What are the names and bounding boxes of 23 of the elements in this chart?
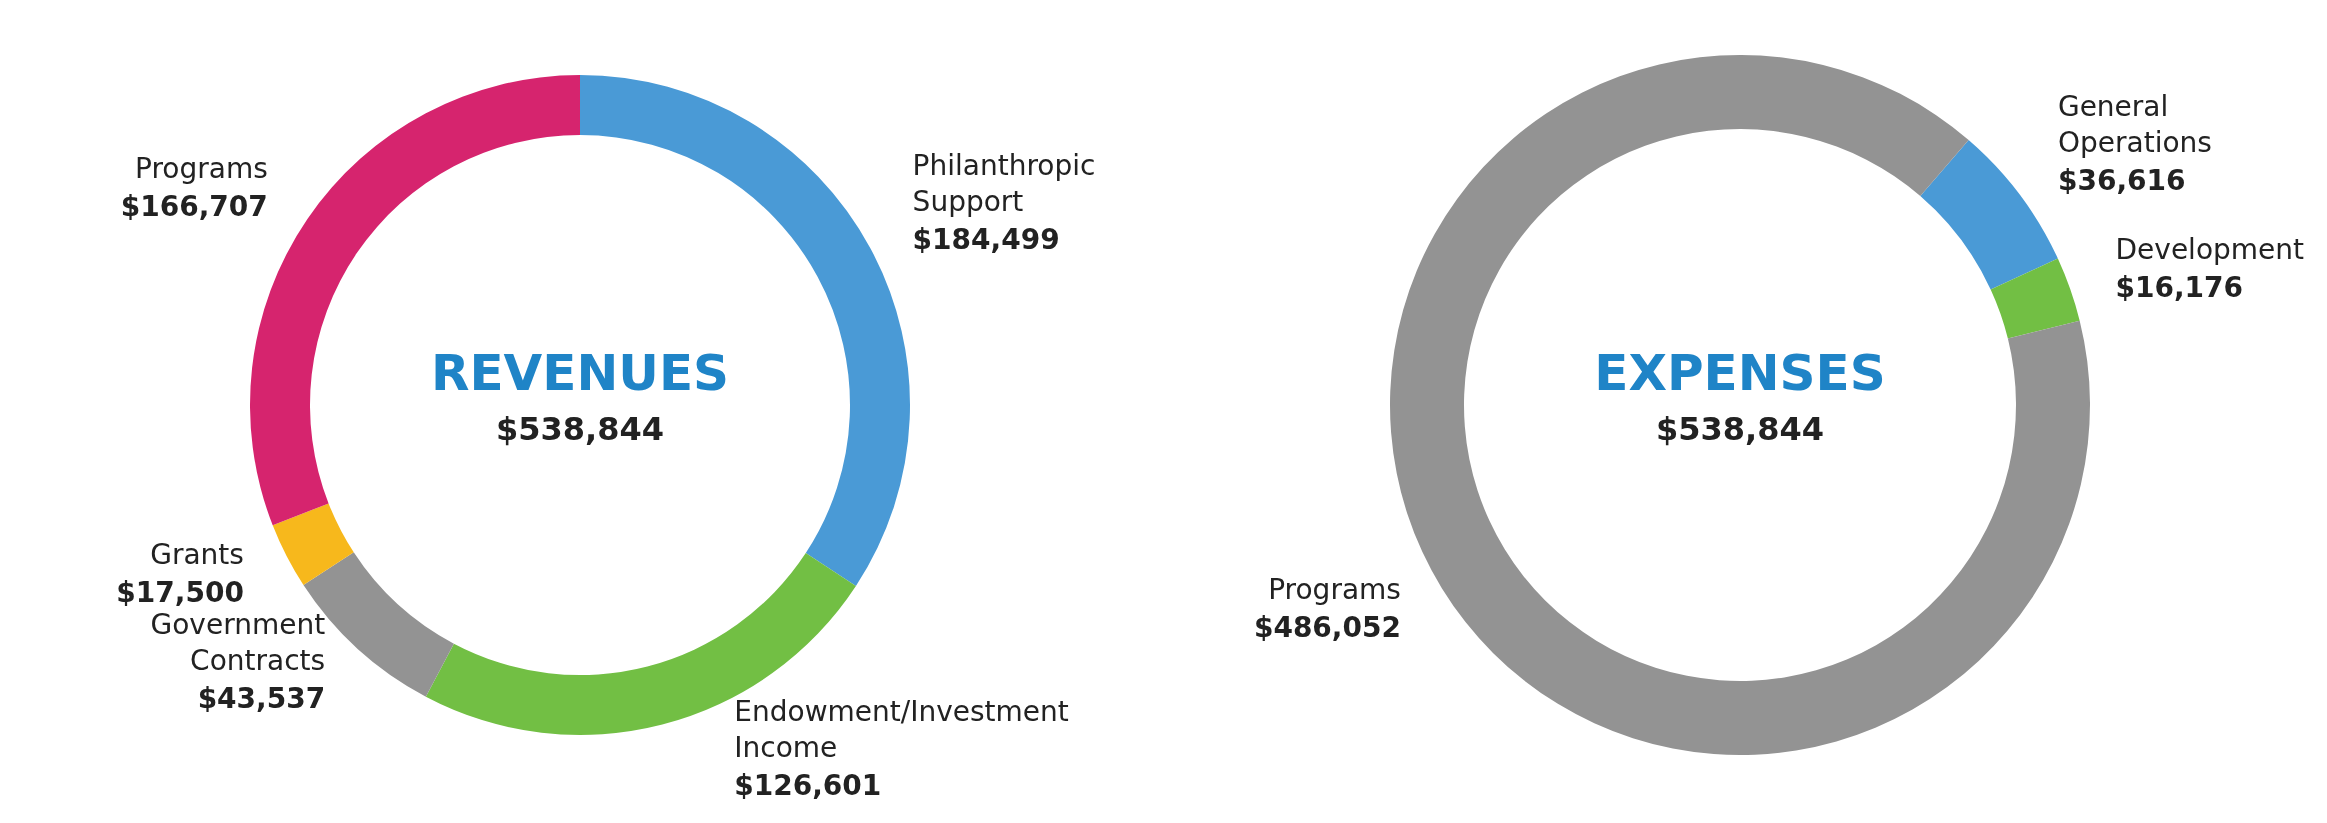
text: $538,844 xyxy=(495,410,665,448)
slice-label: Grants xyxy=(150,537,244,571)
slice-label: General Operations xyxy=(2057,89,2212,159)
data-label: $486,052 xyxy=(1253,611,1401,645)
donut-slice xyxy=(1990,258,2080,339)
text: $538,844 xyxy=(1655,410,1825,448)
slice-label: Programs xyxy=(135,151,268,185)
data-label: $16,176 xyxy=(2115,271,2244,305)
donut-slice xyxy=(1920,140,2058,290)
donut-slice xyxy=(272,503,354,586)
slice-label: Programs xyxy=(1268,573,1401,607)
text: EXPENSES xyxy=(1594,344,1886,402)
text: REVENUES xyxy=(430,344,730,402)
data-label: $17,500 xyxy=(116,575,244,609)
slice-label: Government Contracts xyxy=(150,608,326,678)
data-label: $126,601 xyxy=(734,769,882,803)
slice-label: Development xyxy=(2115,233,2305,267)
data-label: $166,707 xyxy=(120,189,268,223)
data-label: $43,537 xyxy=(197,682,326,716)
data-label: $36,616 xyxy=(2057,163,2186,197)
data-label: $184,499 xyxy=(912,223,1060,257)
slice-label: Philanthropic Support xyxy=(912,149,1096,219)
slice-label: Endowment/Investment Income xyxy=(734,695,1069,765)
